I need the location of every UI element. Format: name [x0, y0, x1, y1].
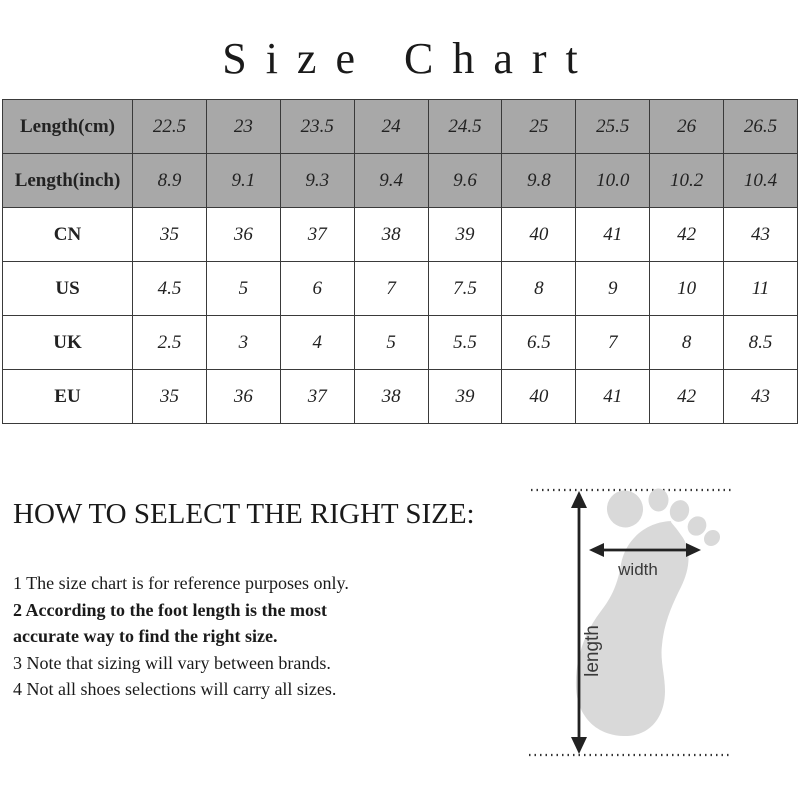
- svg-text:width: width: [617, 560, 658, 579]
- svg-text:length: length: [582, 625, 603, 677]
